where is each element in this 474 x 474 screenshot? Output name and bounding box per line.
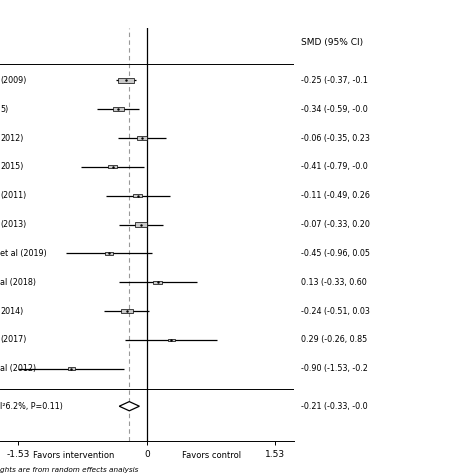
Text: (2013): (2013) [0, 220, 26, 229]
Text: Favors control: Favors control [182, 451, 241, 460]
Text: al (2012): al (2012) [0, 364, 36, 373]
Text: 2015): 2015) [0, 163, 23, 172]
Text: -0.45 (-0.96, 0.05: -0.45 (-0.96, 0.05 [301, 249, 370, 258]
Bar [135, 222, 147, 227]
Text: 0.29 (-0.26, 0.85: 0.29 (-0.26, 0.85 [301, 336, 367, 345]
Text: 0.13 (-0.33, 0.60: 0.13 (-0.33, 0.60 [301, 278, 367, 287]
Text: SMD (95% CI): SMD (95% CI) [301, 38, 363, 47]
Text: 5): 5) [0, 105, 8, 114]
Bar [105, 252, 113, 255]
Text: 2012): 2012) [0, 134, 23, 143]
Bar [113, 107, 124, 111]
Polygon shape [119, 401, 139, 411]
Bar [137, 136, 147, 140]
Text: I²6.2%, P=0.11): I²6.2%, P=0.11) [0, 401, 63, 410]
Bar [68, 367, 75, 370]
Bar [121, 309, 133, 313]
Bar [118, 78, 134, 83]
Text: et al (2019): et al (2019) [0, 249, 47, 258]
Text: (2017): (2017) [0, 336, 27, 345]
Text: -0.24 (-0.51, 0.03: -0.24 (-0.51, 0.03 [301, 307, 370, 316]
Bar [108, 165, 117, 168]
Text: -0.06 (-0.35, 0.23: -0.06 (-0.35, 0.23 [301, 134, 370, 143]
Text: -0.25 (-0.37, -0.1: -0.25 (-0.37, -0.1 [301, 76, 368, 85]
Text: -0.11 (-0.49, 0.26: -0.11 (-0.49, 0.26 [301, 191, 370, 200]
Text: (2009): (2009) [0, 76, 27, 85]
Text: 2014): 2014) [0, 307, 23, 316]
Bar [168, 338, 175, 341]
Text: -0.34 (-0.59, -0.0: -0.34 (-0.59, -0.0 [301, 105, 368, 114]
Bar [133, 194, 142, 197]
Text: (2011): (2011) [0, 191, 26, 200]
Text: -0.90 (-1.53, -0.2: -0.90 (-1.53, -0.2 [301, 364, 368, 373]
Text: al (2018): al (2018) [0, 278, 36, 287]
Text: ghts are from random effects analysis: ghts are from random effects analysis [0, 467, 138, 473]
Text: -0.41 (-0.79, -0.0: -0.41 (-0.79, -0.0 [301, 163, 368, 172]
Text: Favors intervention: Favors intervention [33, 451, 114, 460]
Bar [154, 281, 162, 284]
Text: -0.07 (-0.33, 0.20: -0.07 (-0.33, 0.20 [301, 220, 370, 229]
Text: -0.21 (-0.33, -0.0: -0.21 (-0.33, -0.0 [301, 401, 368, 410]
